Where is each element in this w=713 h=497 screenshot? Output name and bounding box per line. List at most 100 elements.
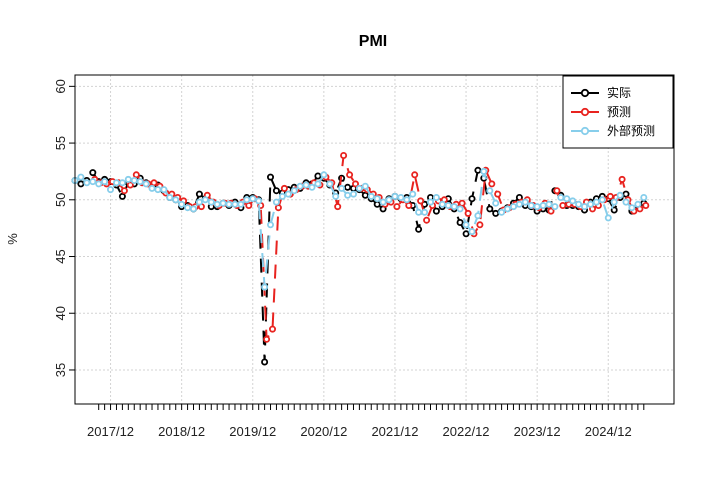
data-point [616,191,624,199]
data-point [77,180,85,188]
x-tick-label: 2024/12 [585,424,632,439]
data-point [458,199,466,207]
data-point [231,200,239,208]
data-point [486,205,494,213]
data-point [245,201,253,209]
data-point [474,166,482,174]
series-layer [71,151,650,366]
data-point [468,195,476,203]
data-point [344,191,352,199]
legend-marker [580,88,590,98]
data-point [320,171,328,179]
data-point [494,190,502,198]
series-3 [71,167,648,291]
series-line [94,155,647,343]
data-point [426,198,434,206]
data-point [618,175,626,183]
data-point [492,199,500,207]
data-point [272,187,280,195]
x-tick-label: 2022/12 [443,424,490,439]
data-point [640,193,648,201]
data-point [124,175,132,183]
data-point [178,200,186,208]
data-point [334,203,342,211]
data-point [118,179,126,187]
data-point [438,200,446,208]
data-point [346,171,354,179]
data-point [423,216,431,224]
data-point [272,198,280,206]
data-point [166,193,174,201]
data-point [444,201,452,209]
data-point [415,225,423,233]
data-point [498,208,506,216]
data-point [551,203,559,211]
data-point [349,190,357,198]
data-point [249,195,257,203]
data-point [326,180,334,188]
data-point [308,183,316,191]
x-tick-label: 2018/12 [158,424,205,439]
legend-marker [580,126,590,136]
data-point [622,190,630,198]
data-point [89,178,97,186]
data-point [432,193,440,201]
data-point [405,201,413,209]
data-point [533,203,541,211]
data-point [397,193,405,201]
data-point [575,200,583,208]
data-point [268,325,276,333]
data-point [113,179,121,187]
data-point [148,184,156,192]
data-point [557,193,565,201]
chart-title: PMI [359,33,387,50]
data-point [207,198,215,206]
y-tick-label: 45 [53,249,68,263]
legend-label: 外部预测 [607,123,655,138]
data-point [610,198,618,206]
data-point [622,198,630,206]
data-point [610,206,618,214]
data-point [296,182,304,190]
data-point [219,199,227,207]
data-point [606,192,614,200]
x-tick-label: 2020/12 [300,424,347,439]
data-point [314,172,322,180]
data-point [314,180,322,188]
data-point [290,187,298,195]
data-point [488,180,496,188]
data-point [195,198,203,206]
data-point [587,200,595,208]
data-point [462,221,470,229]
x-tick-label: 2021/12 [371,424,418,439]
data-point [263,335,271,343]
legend-label: 预测 [607,105,631,119]
y-tick-label: 35 [53,363,68,377]
data-point [280,184,288,192]
data-point [373,200,381,208]
data-point [201,196,209,204]
data-point [409,190,417,198]
y-tick-label: 60 [53,79,68,93]
data-point [456,218,464,226]
data-point [642,201,650,209]
data-point [160,186,168,194]
data-point [480,167,488,175]
x-tick-label: 2019/12 [229,424,276,439]
legend-marker [580,107,590,117]
data-point [598,196,606,204]
plot-frame [74,74,675,405]
data-point [332,192,340,200]
data-point [355,184,363,192]
data-point [450,203,458,211]
data-point [628,204,636,212]
data-point [486,187,494,195]
data-point [261,358,269,366]
data-point [266,173,274,181]
data-point [154,186,162,194]
data-point [411,171,419,179]
data-point [415,208,423,216]
data-point [403,196,411,204]
data-point [284,190,292,198]
